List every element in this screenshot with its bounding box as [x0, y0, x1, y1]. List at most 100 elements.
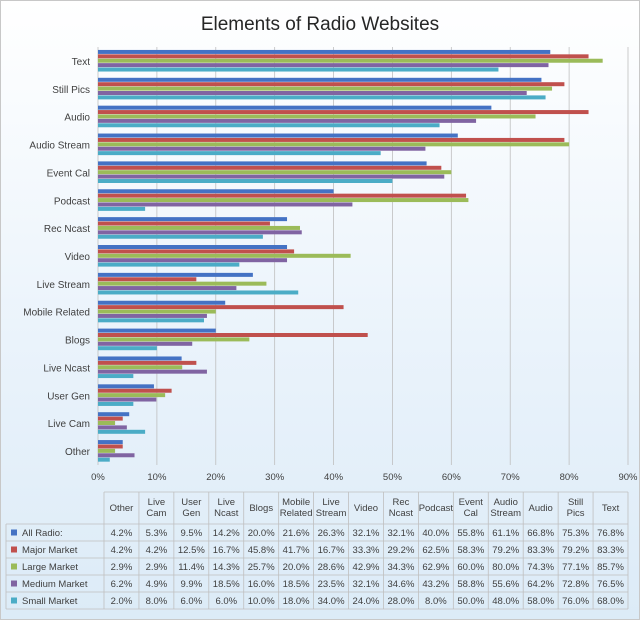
- table-cell: 4.2%: [111, 545, 133, 556]
- table-cell: 32.1%: [353, 528, 380, 539]
- table-cell: 14.3%: [213, 562, 240, 573]
- table-cell: 28.6%: [318, 562, 345, 573]
- table-column-header: Live Stream: [316, 497, 347, 519]
- bar-large-market: [98, 365, 183, 370]
- bar-all-radio: [98, 245, 288, 249]
- category-label: Audio Stream: [29, 141, 90, 152]
- bar-small-market: [98, 346, 157, 351]
- bar-all-radio: [98, 105, 492, 110]
- table-cell: 83.3%: [527, 545, 554, 556]
- bar-major-market: [98, 54, 589, 59]
- bar-large-market: [98, 114, 536, 119]
- table-cell: 18.0%: [283, 596, 310, 607]
- legend-label: Small Market: [22, 596, 78, 607]
- bar-medium-market: [98, 230, 302, 235]
- category-label: Podcast: [54, 196, 90, 207]
- x-tick-label: 80%: [560, 472, 580, 483]
- table-cell: 34.6%: [387, 579, 414, 590]
- legend-key: [11, 529, 17, 536]
- table-column-header: Audio: [529, 503, 553, 514]
- table-cell: 74.3%: [527, 562, 554, 573]
- table-cell: 42.9%: [353, 562, 380, 573]
- table-cell: 18.5%: [283, 579, 310, 590]
- bar-all-radio: [98, 328, 216, 333]
- bar-medium-market: [98, 202, 353, 207]
- bar-large-market: [98, 142, 570, 147]
- bar-all-radio: [98, 356, 182, 361]
- table-column-header: Text: [602, 503, 620, 514]
- bar-major-market: [98, 305, 344, 310]
- legend-label: Large Market: [22, 562, 78, 573]
- table-cell: 76.5%: [597, 579, 624, 590]
- category-label: Rec Ncast: [44, 224, 90, 235]
- x-tick-label: 70%: [501, 472, 521, 483]
- table-cell: 8.0%: [146, 596, 168, 607]
- table-column-header: Blogs: [249, 503, 273, 514]
- table-cell: 34.3%: [387, 562, 414, 573]
- bar-medium-market: [98, 174, 445, 179]
- table-cell: 68.0%: [597, 596, 624, 607]
- bar-large-market: [98, 309, 216, 314]
- legend-key: [11, 563, 17, 570]
- category-label: Text: [72, 57, 91, 68]
- category-label: Live Ncast: [43, 363, 90, 374]
- table-column-header: Event Cal: [459, 497, 484, 519]
- legend-key: [11, 597, 17, 604]
- bar-major-market: [98, 249, 295, 254]
- category-label: Live Stream: [37, 280, 90, 291]
- legend-label: Medium Market: [22, 579, 88, 590]
- bar-all-radio: [98, 77, 542, 82]
- bar-medium-market: [98, 258, 288, 263]
- bar-large-market: [98, 253, 351, 258]
- bar-all-radio: [98, 161, 427, 166]
- table-cell: 28.0%: [387, 596, 414, 607]
- category-label: Blogs: [65, 336, 90, 347]
- bar-all-radio: [98, 133, 458, 138]
- bar-major-market: [98, 221, 270, 226]
- bar-small-market: [98, 290, 299, 295]
- table-cell: 4.9%: [146, 579, 168, 590]
- bar-all-radio: [98, 189, 334, 194]
- bar-small-market: [98, 95, 546, 100]
- table-cell: 58.8%: [457, 579, 484, 590]
- bar-major-market: [98, 277, 197, 282]
- table-column-header: Rec Ncast: [389, 497, 414, 519]
- bar-major-market: [98, 444, 123, 449]
- bar-medium-market: [98, 91, 527, 95]
- bar-medium-market: [98, 397, 157, 402]
- table-column-header: Video: [354, 503, 378, 514]
- bar-large-market: [98, 198, 469, 203]
- bar-medium-market: [98, 118, 477, 123]
- table-column-header: Other: [110, 503, 134, 514]
- table-column-header: Live Ncast: [214, 497, 239, 519]
- table-cell: 43.2%: [422, 579, 449, 590]
- bar-large-market: [98, 58, 603, 63]
- table-cell: 16.7%: [318, 545, 345, 556]
- legend-key: [11, 580, 17, 587]
- bar-small-market: [98, 206, 146, 211]
- table-cell: 66.8%: [527, 528, 554, 539]
- table-cell: 77.1%: [562, 562, 589, 573]
- bar-small-market: [98, 262, 240, 267]
- category-label: Mobile Related: [23, 308, 90, 319]
- bar-medium-market: [98, 63, 549, 68]
- x-tick-label: 20%: [206, 472, 226, 483]
- x-tick-label: 60%: [442, 472, 462, 483]
- table-cell: 6.0%: [181, 596, 203, 607]
- table-cell: 9.9%: [181, 579, 203, 590]
- bar-small-market: [98, 123, 440, 128]
- bar-major-market: [98, 388, 172, 393]
- table-cell: 32.1%: [387, 528, 414, 539]
- table-cell: 24.0%: [353, 596, 380, 607]
- bar-small-market: [98, 234, 263, 239]
- table-cell: 85.7%: [597, 562, 624, 573]
- x-tick-label: 30%: [265, 472, 285, 483]
- table-cell: 40.0%: [422, 528, 449, 539]
- table-cell: 5.3%: [146, 528, 168, 539]
- bar-small-market: [98, 457, 110, 462]
- table-cell: 60.0%: [457, 562, 484, 573]
- category-label: Video: [65, 252, 91, 263]
- bar-large-market: [98, 421, 116, 425]
- table-cell: 20.0%: [248, 528, 275, 539]
